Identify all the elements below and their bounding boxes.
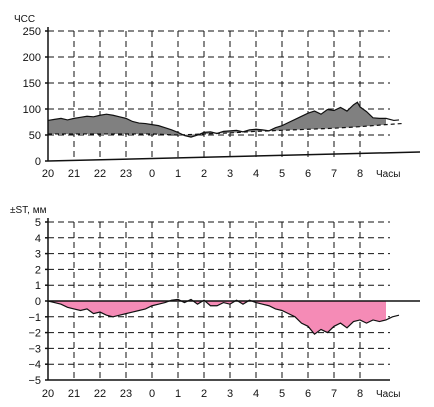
x-tick-label: 21 [68, 388, 80, 400]
heart-rate-x-axis-title: Часы [376, 169, 400, 180]
x-tick-label: 23 [120, 388, 132, 400]
y-tick-label: −4 [28, 359, 41, 371]
x-tick-label: 3 [227, 168, 233, 180]
x-tick-label: 20 [42, 388, 54, 400]
y-tick-label: −5 [28, 375, 41, 387]
y-tick-label: 2 [35, 264, 41, 276]
x-tick-label: 2 [201, 388, 207, 400]
heart-rate-y-axis-title: ЧСС [14, 14, 35, 25]
x-tick-label: 4 [253, 168, 259, 180]
y-tick-label: 0 [35, 296, 41, 308]
y-tick-label: 100 [23, 104, 41, 116]
x-tick-label: 22 [94, 168, 106, 180]
x-tick-label: 1 [175, 388, 181, 400]
y-tick-label: 50 [29, 130, 41, 142]
st-segment-trace [47, 298, 400, 335]
y-tick-label: 150 [23, 78, 41, 90]
x-tick-label: 7 [331, 388, 337, 400]
x-tick-label: 7 [331, 168, 337, 180]
y-tick-label: −2 [28, 328, 41, 340]
y-tick-label: 5 [35, 217, 41, 229]
x-tick-label: 5 [279, 168, 285, 180]
x-tick-label: 0 [149, 168, 155, 180]
y-tick-label: 200 [23, 52, 41, 64]
x-tick-label: 0 [149, 388, 155, 400]
st-segment-fill [48, 299, 386, 335]
x-tick-label: 6 [305, 168, 311, 180]
heart-rate-baseline-trend [48, 122, 402, 136]
x-tick-label: 22 [94, 388, 106, 400]
x-tick-label: 8 [357, 168, 363, 180]
y-tick-label: −1 [28, 312, 41, 324]
st-segment-y-axis-title: ±ST, мм [10, 205, 47, 216]
x-tick-label: 5 [279, 388, 285, 400]
x-axis-line [47, 151, 421, 162]
y-tick-label: 0 [35, 156, 41, 168]
heart-rate-fill [48, 102, 386, 138]
x-tick-label: 6 [305, 388, 311, 400]
x-tick-label: 21 [68, 168, 80, 180]
x-tick-label: 8 [357, 388, 363, 400]
y-tick-label: 4 [35, 233, 41, 245]
y-tick-label: 250 [23, 26, 41, 38]
x-tick-label: 4 [253, 388, 259, 400]
y-tick-label: 3 [35, 249, 41, 261]
y-tick-label: 1 [35, 280, 41, 292]
x-tick-label: 20 [42, 168, 54, 180]
x-tick-label: 23 [120, 168, 132, 180]
x-tick-label: 3 [227, 388, 233, 400]
x-tick-label: 1 [175, 168, 181, 180]
y-tick-label: −3 [28, 343, 41, 355]
st-segment-x-axis-title: Часы [376, 389, 400, 400]
heart-rate-trace [47, 101, 400, 138]
x-tick-label: 2 [201, 168, 207, 180]
